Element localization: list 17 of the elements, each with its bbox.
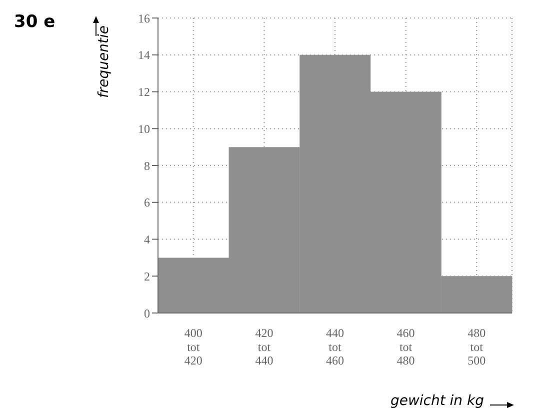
x-tick-label: 460 tot 480: [396, 326, 415, 368]
y-tick-label: 2: [144, 269, 150, 284]
x-tick-label: 440 tot 460: [326, 326, 344, 368]
y-axis-title: frequentie: [96, 25, 112, 98]
y-tick-label: 16: [138, 11, 150, 26]
text: 30 e: [14, 12, 56, 32]
y-tick-label: 10: [138, 122, 150, 136]
y-tick-label: 0: [144, 306, 150, 320]
x-tick-label: 420 tot 440: [255, 326, 274, 368]
y-tick-label: 12: [138, 85, 150, 100]
y-tick-label: 8: [144, 158, 150, 173]
x-axis-title: gewicht in kg: [390, 393, 484, 409]
x-tick-label: 400 tot 420: [184, 326, 202, 368]
y-tick-label: 14: [138, 48, 150, 62]
x-tick-label: 480 tot 500: [468, 326, 486, 368]
y-tick-label: 6: [144, 196, 150, 210]
y-tick-label: 4: [144, 232, 150, 247]
